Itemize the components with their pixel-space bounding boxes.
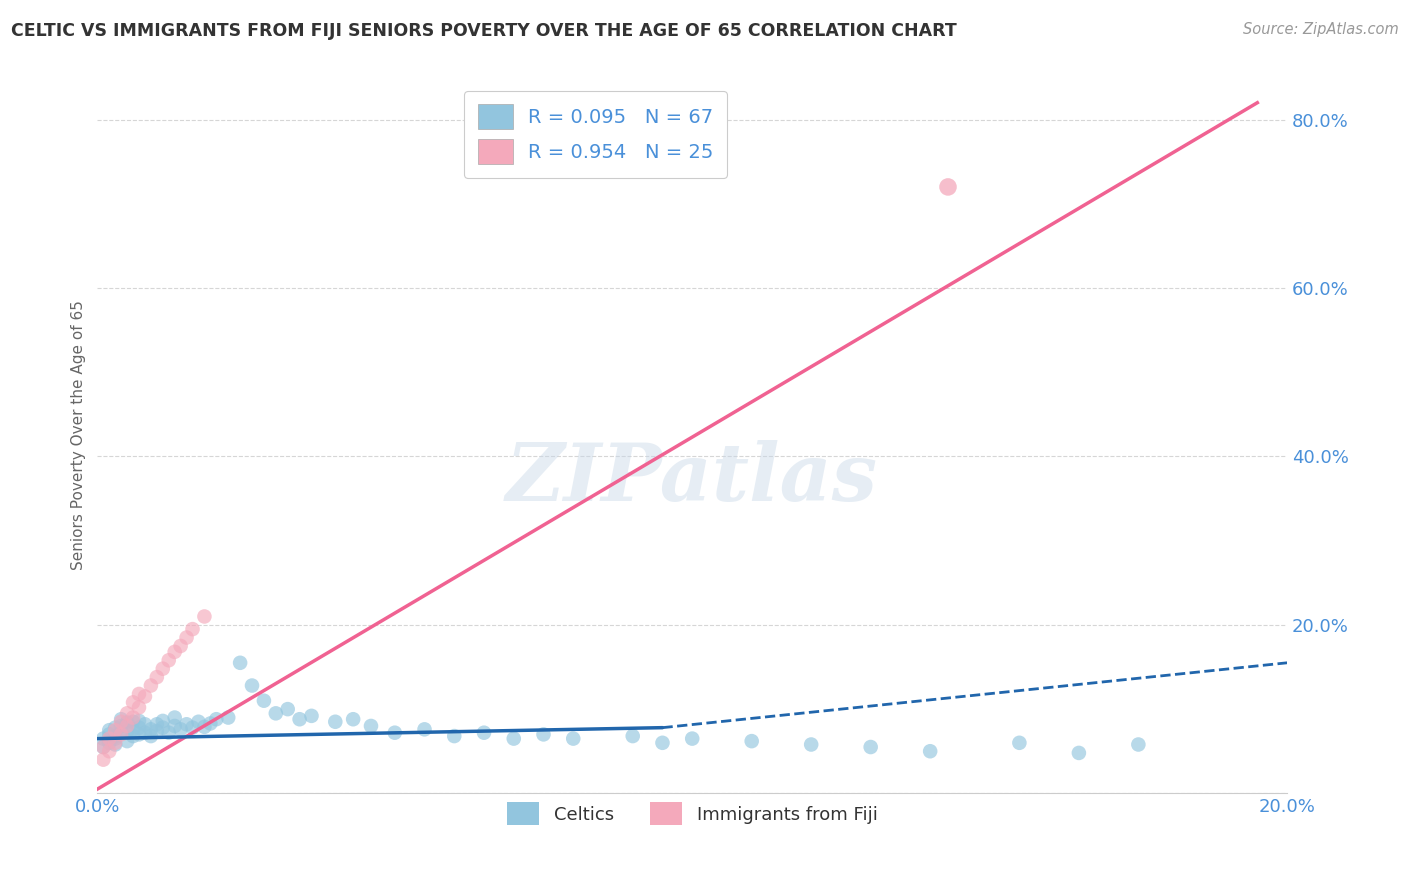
Point — [134, 690, 156, 704]
Point — [384, 725, 406, 739]
Point — [91, 739, 114, 754]
Point — [134, 725, 156, 739]
Point — [1067, 746, 1090, 760]
Point — [152, 721, 174, 735]
Point — [110, 727, 132, 741]
Point — [110, 719, 132, 733]
Point — [115, 706, 138, 721]
Point — [115, 715, 138, 730]
Point — [681, 731, 703, 746]
Point — [859, 739, 882, 754]
Point — [240, 679, 263, 693]
Point — [122, 714, 145, 729]
Point — [176, 717, 198, 731]
Point — [152, 714, 174, 728]
Legend: Celtics, Immigrants from Fiji: Celtics, Immigrants from Fiji — [498, 793, 887, 834]
Point — [98, 723, 121, 738]
Point — [91, 753, 114, 767]
Point — [110, 714, 132, 729]
Text: Source: ZipAtlas.com: Source: ZipAtlas.com — [1243, 22, 1399, 37]
Point — [98, 736, 121, 750]
Point — [920, 744, 942, 758]
Point — [115, 734, 138, 748]
Point — [91, 731, 114, 746]
Point — [122, 723, 145, 737]
Point — [128, 700, 150, 714]
Point — [533, 727, 555, 741]
Point — [800, 738, 823, 752]
Point — [205, 712, 228, 726]
Point — [651, 736, 673, 750]
Point — [139, 729, 162, 743]
Point — [110, 712, 132, 726]
Point — [741, 734, 763, 748]
Point — [562, 731, 585, 746]
Point — [104, 721, 127, 735]
Point — [104, 729, 127, 743]
Point — [163, 710, 186, 724]
Point — [146, 670, 169, 684]
Point — [139, 723, 162, 737]
Point — [122, 710, 145, 724]
Point — [98, 731, 121, 746]
Point — [621, 729, 644, 743]
Point — [104, 738, 127, 752]
Point — [229, 656, 252, 670]
Point — [200, 716, 222, 731]
Point — [1128, 738, 1150, 752]
Point — [360, 719, 382, 733]
Point — [146, 724, 169, 739]
Text: ZIPatlas: ZIPatlas — [506, 440, 879, 517]
Point — [98, 744, 121, 758]
Point — [128, 687, 150, 701]
Point — [217, 710, 239, 724]
Point — [502, 731, 524, 746]
Point — [104, 736, 127, 750]
Point — [277, 702, 299, 716]
Point — [139, 679, 162, 693]
Point — [288, 712, 311, 726]
Point — [115, 719, 138, 733]
Point — [936, 180, 959, 194]
Point — [163, 719, 186, 733]
Point — [128, 727, 150, 741]
Point — [193, 609, 215, 624]
Text: CELTIC VS IMMIGRANTS FROM FIJI SENIORS POVERTY OVER THE AGE OF 65 CORRELATION CH: CELTIC VS IMMIGRANTS FROM FIJI SENIORS P… — [11, 22, 957, 40]
Point — [110, 725, 132, 739]
Point — [1008, 736, 1031, 750]
Point — [413, 723, 436, 737]
Point — [176, 631, 198, 645]
Point — [169, 639, 191, 653]
Point — [253, 694, 276, 708]
Point — [134, 717, 156, 731]
Y-axis label: Seniors Poverty Over the Age of 65: Seniors Poverty Over the Age of 65 — [72, 301, 86, 570]
Point — [181, 622, 204, 636]
Point — [169, 723, 191, 737]
Point — [91, 739, 114, 754]
Point — [157, 725, 180, 739]
Point — [128, 714, 150, 728]
Point — [443, 729, 465, 743]
Point — [104, 723, 127, 738]
Point — [323, 714, 346, 729]
Point — [163, 645, 186, 659]
Point — [342, 712, 364, 726]
Point — [157, 653, 180, 667]
Point — [128, 721, 150, 735]
Point — [187, 714, 209, 729]
Point — [146, 717, 169, 731]
Point — [115, 724, 138, 739]
Point — [181, 721, 204, 735]
Point — [104, 731, 127, 746]
Point — [193, 720, 215, 734]
Point — [122, 729, 145, 743]
Point — [472, 725, 495, 739]
Point — [152, 662, 174, 676]
Point — [98, 727, 121, 741]
Point — [122, 695, 145, 709]
Point — [301, 709, 323, 723]
Point — [264, 706, 287, 721]
